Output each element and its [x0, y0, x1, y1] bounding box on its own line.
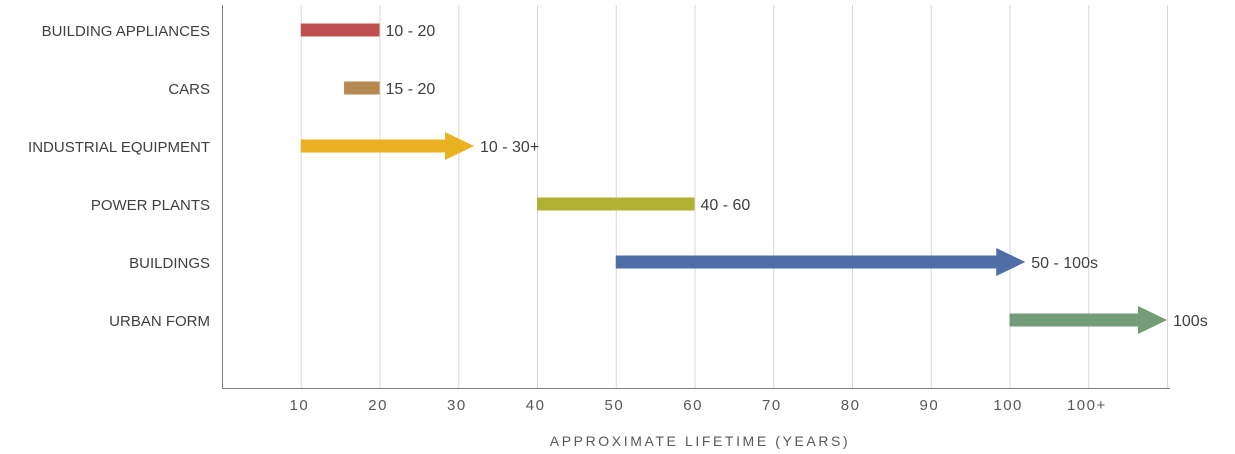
x-tick-label: 100 — [993, 397, 1023, 414]
x-tick-label: 30 — [447, 397, 467, 414]
x-tick-label: 50 — [605, 397, 625, 414]
data-label: 40 - 60 — [701, 197, 751, 214]
x-tick-label: 20 — [368, 397, 388, 414]
range-arrow — [1009, 306, 1167, 334]
category-label: URBAN FORM — [109, 313, 210, 330]
x-tick-label: 90 — [920, 397, 940, 414]
x-tick-label: 80 — [841, 397, 861, 414]
range-arrow — [300, 132, 474, 160]
range-bar — [300, 23, 380, 37]
data-label: 15 - 20 — [386, 81, 436, 98]
x-tick-label: 70 — [762, 397, 782, 414]
x-tick-label: 60 — [683, 397, 703, 414]
category-label: INDUSTRIAL EQUIPMENT — [28, 139, 210, 156]
category-labels: BUILDING APPLIANCES CARS INDUSTRIAL EQUIPM… — [28, 23, 210, 330]
x-tick-label: 100+ — [1067, 397, 1107, 414]
data-labels: 10 - 20 15 - 20 10 - 30+ 40 - 60 50 - 100s 10… — [386, 23, 1208, 330]
category-label: POWER PLANTS — [91, 197, 210, 214]
category-label: BUILDING APPLIANCES — [42, 23, 210, 40]
range-bar — [344, 81, 380, 95]
x-tick-labels: 10 20 30 40 50 60 70 80 90 100 100+ — [290, 397, 1107, 414]
data-label: 100s — [1173, 313, 1208, 330]
data-label: 10 - 30+ — [480, 139, 539, 156]
data-label: 10 - 20 — [386, 23, 436, 40]
range-bars — [300, 23, 1167, 334]
category-label: CARS — [168, 81, 210, 98]
category-label: BUILDINGS — [129, 255, 210, 272]
x-tick-label: 40 — [526, 397, 546, 414]
data-label: 50 - 100s — [1031, 255, 1098, 272]
range-arrow — [615, 248, 1026, 276]
x-tick-label: 10 — [290, 397, 310, 414]
range-bar — [537, 197, 695, 211]
x-axis-title: APPROXIMATE LIFETIME (YEARS) — [550, 433, 850, 449]
